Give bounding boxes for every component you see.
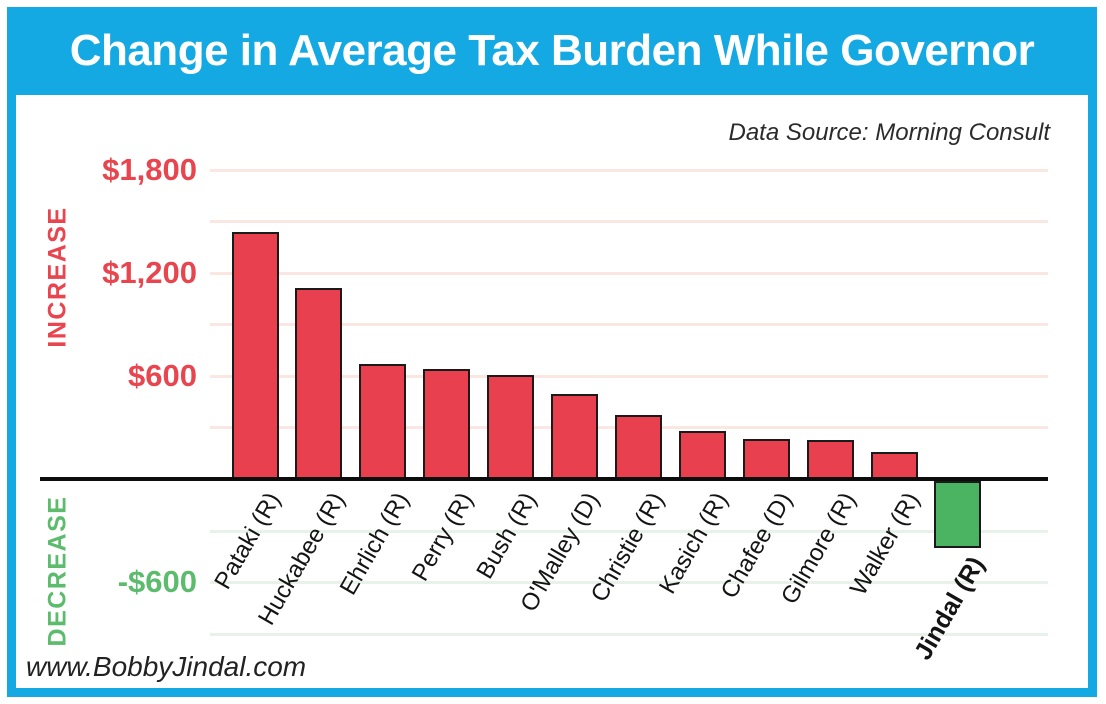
bar-o-malley-d xyxy=(551,394,598,479)
bar-walker-r xyxy=(871,452,918,479)
bar-ehrlich-r xyxy=(359,364,406,479)
gridline-900 xyxy=(210,323,1048,326)
frame-border-right xyxy=(1088,95,1097,688)
x-label-perry-r: Perry (R) xyxy=(406,488,479,586)
frame-border-bottom xyxy=(7,688,1097,697)
header-banner: Change in Average Tax Burden While Gover… xyxy=(7,7,1097,95)
bar-jindal-r xyxy=(934,481,981,548)
gridline--600 xyxy=(210,581,1048,584)
data-source-note: Data Source: Morning Consult xyxy=(728,119,1051,146)
x-label-bush-r: Bush (R) xyxy=(471,488,543,584)
bar-gilmore-r xyxy=(807,440,854,479)
bar-pataki-r xyxy=(232,232,279,479)
bar-chafee-d xyxy=(743,439,790,479)
x-label-jindal-r: Jindal (R) xyxy=(909,552,991,665)
gridline-1800 xyxy=(210,169,1048,172)
bar-christie-r xyxy=(615,415,662,479)
y-tick-600: -$600 xyxy=(117,564,197,599)
y-tick-1-200: $1,200 xyxy=(102,255,197,290)
frame-border-left xyxy=(7,95,16,688)
bar-bush-r xyxy=(487,375,534,479)
decrease-axis-label: DECREASE xyxy=(43,495,72,647)
bar-huckabee-r xyxy=(295,288,342,479)
increase-axis-label: INCREASE xyxy=(43,206,72,348)
gridline-1500 xyxy=(210,220,1048,223)
gridline--300 xyxy=(210,530,1048,533)
bar-perry-r xyxy=(423,369,470,479)
gridline--900 xyxy=(210,633,1048,636)
bar-kasich-r xyxy=(679,431,726,479)
y-tick-600: $600 xyxy=(128,358,197,393)
watermark-url: www.BobbyJindal.com xyxy=(26,651,307,682)
gridline-1200 xyxy=(210,272,1048,275)
x-axis-line xyxy=(40,477,1048,481)
chart-title: Change in Average Tax Burden While Gover… xyxy=(69,26,1035,75)
gridline-600 xyxy=(210,375,1048,378)
y-tick-1-800: $1,800 xyxy=(102,152,197,187)
